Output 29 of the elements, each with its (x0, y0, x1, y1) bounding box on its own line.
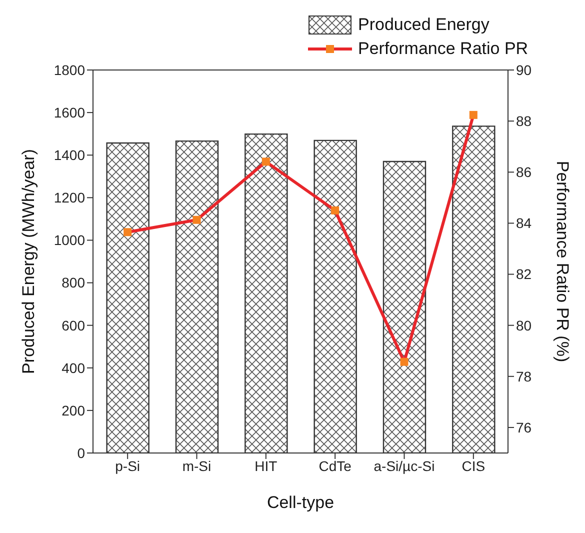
y-tick-label: 200 (62, 402, 86, 418)
y2-tick-label: 90 (516, 62, 532, 78)
x-tick-label: HIT (254, 458, 278, 474)
legend-label: Produced Energy (358, 15, 490, 35)
x-tick-label: CdTe (318, 458, 352, 474)
y-tick-label: 600 (62, 317, 86, 334)
x-tick-label: CIS (462, 458, 486, 474)
x-tick-label: p-Si (115, 458, 140, 474)
x-tick-label: m-Si (182, 458, 212, 474)
y2-axis-title: Performance Ratio PR (%) (552, 160, 572, 362)
y-tick-label: 1600 (54, 104, 86, 121)
y-tick-label: 1800 (54, 62, 86, 78)
y-tick-label: 400 (62, 360, 86, 376)
y2-tick-label: 80 (516, 317, 532, 334)
y-tick-label: 1400 (54, 147, 86, 164)
y2-tick-label: 88 (516, 113, 532, 130)
y2-tick-label: 86 (516, 164, 532, 180)
y-tick-label: 1200 (54, 190, 86, 206)
y2-tick-label: 76 (516, 419, 532, 436)
legend-label: Performance Ratio PR (358, 39, 528, 59)
y2-tick-label: 82 (516, 266, 532, 282)
x-axis-title: Cell-type (266, 493, 334, 512)
y-tick-label: 1000 (54, 232, 86, 248)
y2-tick-label: 84 (516, 215, 532, 232)
y-tick-label: 800 (62, 274, 86, 291)
y-axis-title: Produced Energy (MWh/year) (19, 149, 38, 374)
y2-tick-label: 78 (516, 368, 532, 384)
y-tick-label: 0 (77, 444, 86, 461)
x-tick-label: a-Si/µc-Si (374, 458, 435, 474)
